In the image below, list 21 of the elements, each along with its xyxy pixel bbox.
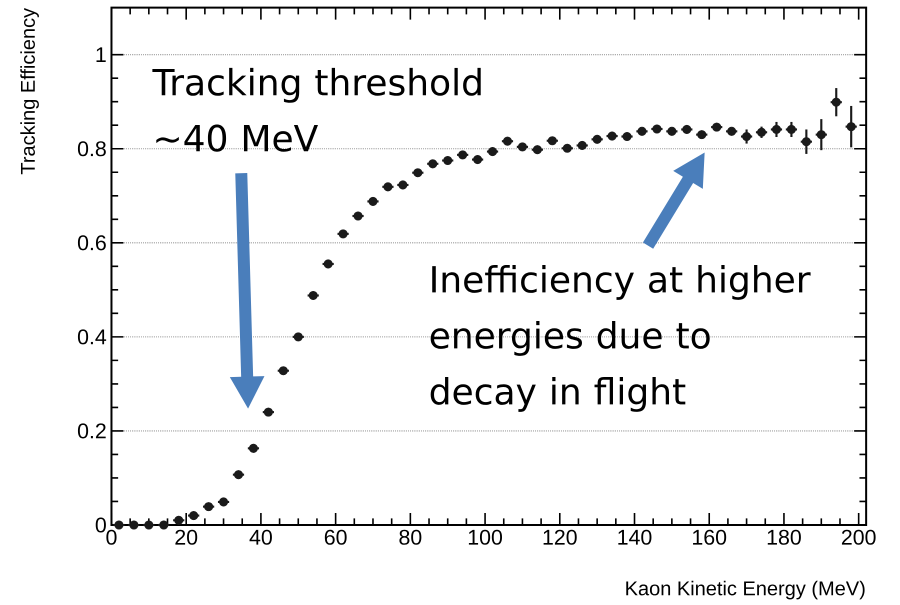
annotation: Inefficiency at higher energies due to decay in flight xyxy=(430,265,811,412)
y-tick-label: 0.2 xyxy=(78,423,106,438)
y-tick-label: 0 xyxy=(96,517,106,533)
y-axis-title: Tracking Efficiency xyxy=(20,8,39,174)
y-tick-label: 0.4 xyxy=(78,329,106,344)
y-tick-label: 0.8 xyxy=(78,141,106,156)
x-tick-label: 160 xyxy=(693,530,726,545)
x-tick-label: 120 xyxy=(544,530,577,545)
y-tick-label: 0.6 xyxy=(78,235,106,250)
x-tick-label: 180 xyxy=(768,530,801,545)
x-tick-label: 0 xyxy=(106,530,117,545)
x-tick-label: 60 xyxy=(324,530,347,545)
x-tick-label: 140 xyxy=(618,530,652,545)
x-axis-title: Kaon Kinetic Energy (MeV) xyxy=(626,580,865,600)
x-tick-label: 100 xyxy=(468,530,502,545)
y-tick-label: 1 xyxy=(96,47,106,62)
x-tick-label: 200 xyxy=(842,530,876,545)
x-tick-label: 80 xyxy=(399,530,422,545)
annotation: Tracking threshold ~40 MeV xyxy=(152,68,481,152)
x-tick-label: 40 xyxy=(250,530,272,545)
x-tick-label: 20 xyxy=(175,530,198,545)
